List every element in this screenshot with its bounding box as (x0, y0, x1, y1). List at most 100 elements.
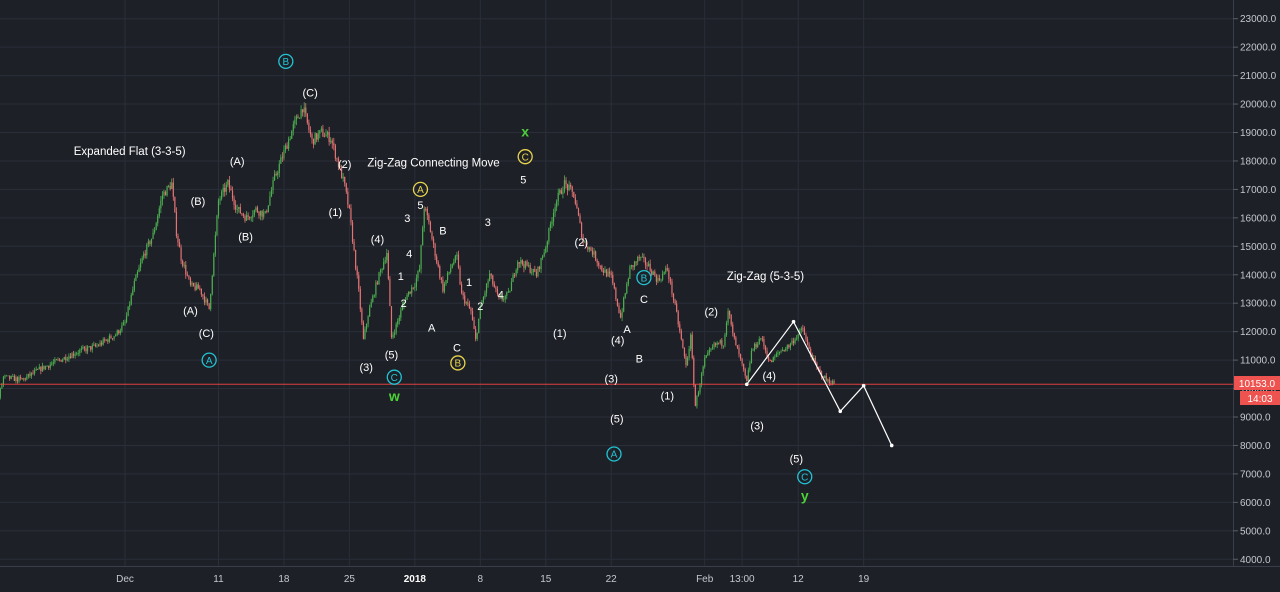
candle-body (16, 377, 19, 382)
countdown-tag: 14:03 (1247, 394, 1272, 405)
candle-body (154, 229, 156, 233)
candle-body (191, 283, 193, 285)
candle-body (775, 353, 777, 357)
candle-body (101, 342, 103, 345)
candle-body (147, 241, 149, 245)
candle-body (49, 364, 51, 368)
wave-label: Zig-Zag (5-3-5) (727, 271, 804, 283)
candle-body (638, 257, 640, 258)
candle-body (789, 343, 792, 348)
candle-body (55, 359, 58, 361)
candle-body (44, 366, 47, 369)
candle-body (339, 166, 341, 167)
wave-label: A (428, 322, 436, 334)
candle-body (105, 339, 107, 341)
candle-body (432, 238, 435, 244)
candle-body (355, 250, 357, 269)
candle-body (566, 184, 569, 191)
candle-body (660, 279, 662, 281)
candle-body (364, 329, 366, 339)
candle-body (305, 107, 307, 114)
candle-body (253, 210, 255, 215)
candle-body (7, 375, 9, 377)
candle-body (62, 359, 64, 362)
candle-body (392, 334, 394, 338)
wave-label: (B) (191, 196, 206, 208)
candle-body (665, 268, 667, 273)
candle-body (423, 208, 425, 229)
candle-body (729, 310, 731, 316)
candle-body (323, 136, 326, 138)
candle-body (671, 281, 673, 294)
candle-body (819, 368, 821, 372)
wave-label: 3 (404, 213, 410, 225)
wave-text: (2) (338, 159, 351, 171)
wave-label: 1 (398, 271, 404, 283)
candle-body (249, 216, 251, 219)
candle-body (693, 358, 695, 386)
candle-body (616, 298, 619, 306)
wave-text: C (453, 342, 461, 354)
candle-body (662, 273, 664, 280)
candle-body (598, 262, 600, 266)
wave-text: 4 (406, 248, 412, 260)
candle-body (570, 184, 572, 187)
candle-body (738, 347, 740, 355)
candle-body (542, 256, 544, 258)
candle-body (52, 362, 54, 364)
candle-body (755, 343, 757, 347)
candle-body (648, 263, 650, 267)
candle-body (90, 346, 92, 350)
candle-body (437, 262, 439, 267)
candle-body (504, 295, 506, 300)
wave-label: (4) (762, 371, 775, 383)
time-tick-label: 19 (858, 574, 870, 585)
candle-body (623, 297, 625, 312)
candle-body (390, 306, 393, 338)
candle-body (356, 268, 358, 276)
candle-body (440, 277, 442, 280)
candle-body (269, 196, 271, 206)
wave-label: C (797, 469, 813, 485)
candle-body (46, 365, 48, 367)
candle-body (422, 228, 424, 246)
candle-body (633, 261, 636, 267)
candle-body (431, 232, 433, 239)
wave-circle-mark (201, 352, 217, 368)
candle-body (197, 284, 199, 289)
candle-body (12, 376, 14, 377)
price-tick-label: 12000.0 (1240, 327, 1277, 338)
candle-body (443, 284, 446, 292)
candle-body (492, 275, 494, 285)
price-tick-label: 20000.0 (1240, 100, 1277, 111)
candle-body (236, 208, 238, 210)
candle-body (238, 207, 240, 209)
wave-circle-mark (636, 269, 652, 286)
candle-body (763, 339, 765, 347)
candle-body (96, 345, 98, 347)
candle-body (476, 332, 478, 339)
wave-labels: Expanded Flat (3-3-5) Zig-Zag Connecting … (74, 53, 813, 504)
candle-body (51, 363, 53, 365)
candle-body (677, 311, 679, 325)
wave-text: 5 (417, 200, 423, 212)
grid-lines (0, 0, 1233, 566)
candle-body (395, 324, 397, 333)
candle-body (774, 356, 776, 358)
candle-body (596, 260, 598, 263)
price-tick-label: 21000.0 (1240, 71, 1277, 82)
candle-body (99, 342, 101, 346)
wave-text: (3) (360, 362, 373, 374)
candle-body (599, 265, 601, 267)
candle-body (102, 339, 104, 345)
candle-body (171, 182, 173, 189)
candle-body (168, 185, 170, 187)
candle-body (833, 380, 835, 385)
wave-text: (3) (604, 374, 617, 386)
candle-body (60, 359, 62, 362)
candle-body (725, 322, 728, 335)
candle-body (252, 214, 254, 218)
